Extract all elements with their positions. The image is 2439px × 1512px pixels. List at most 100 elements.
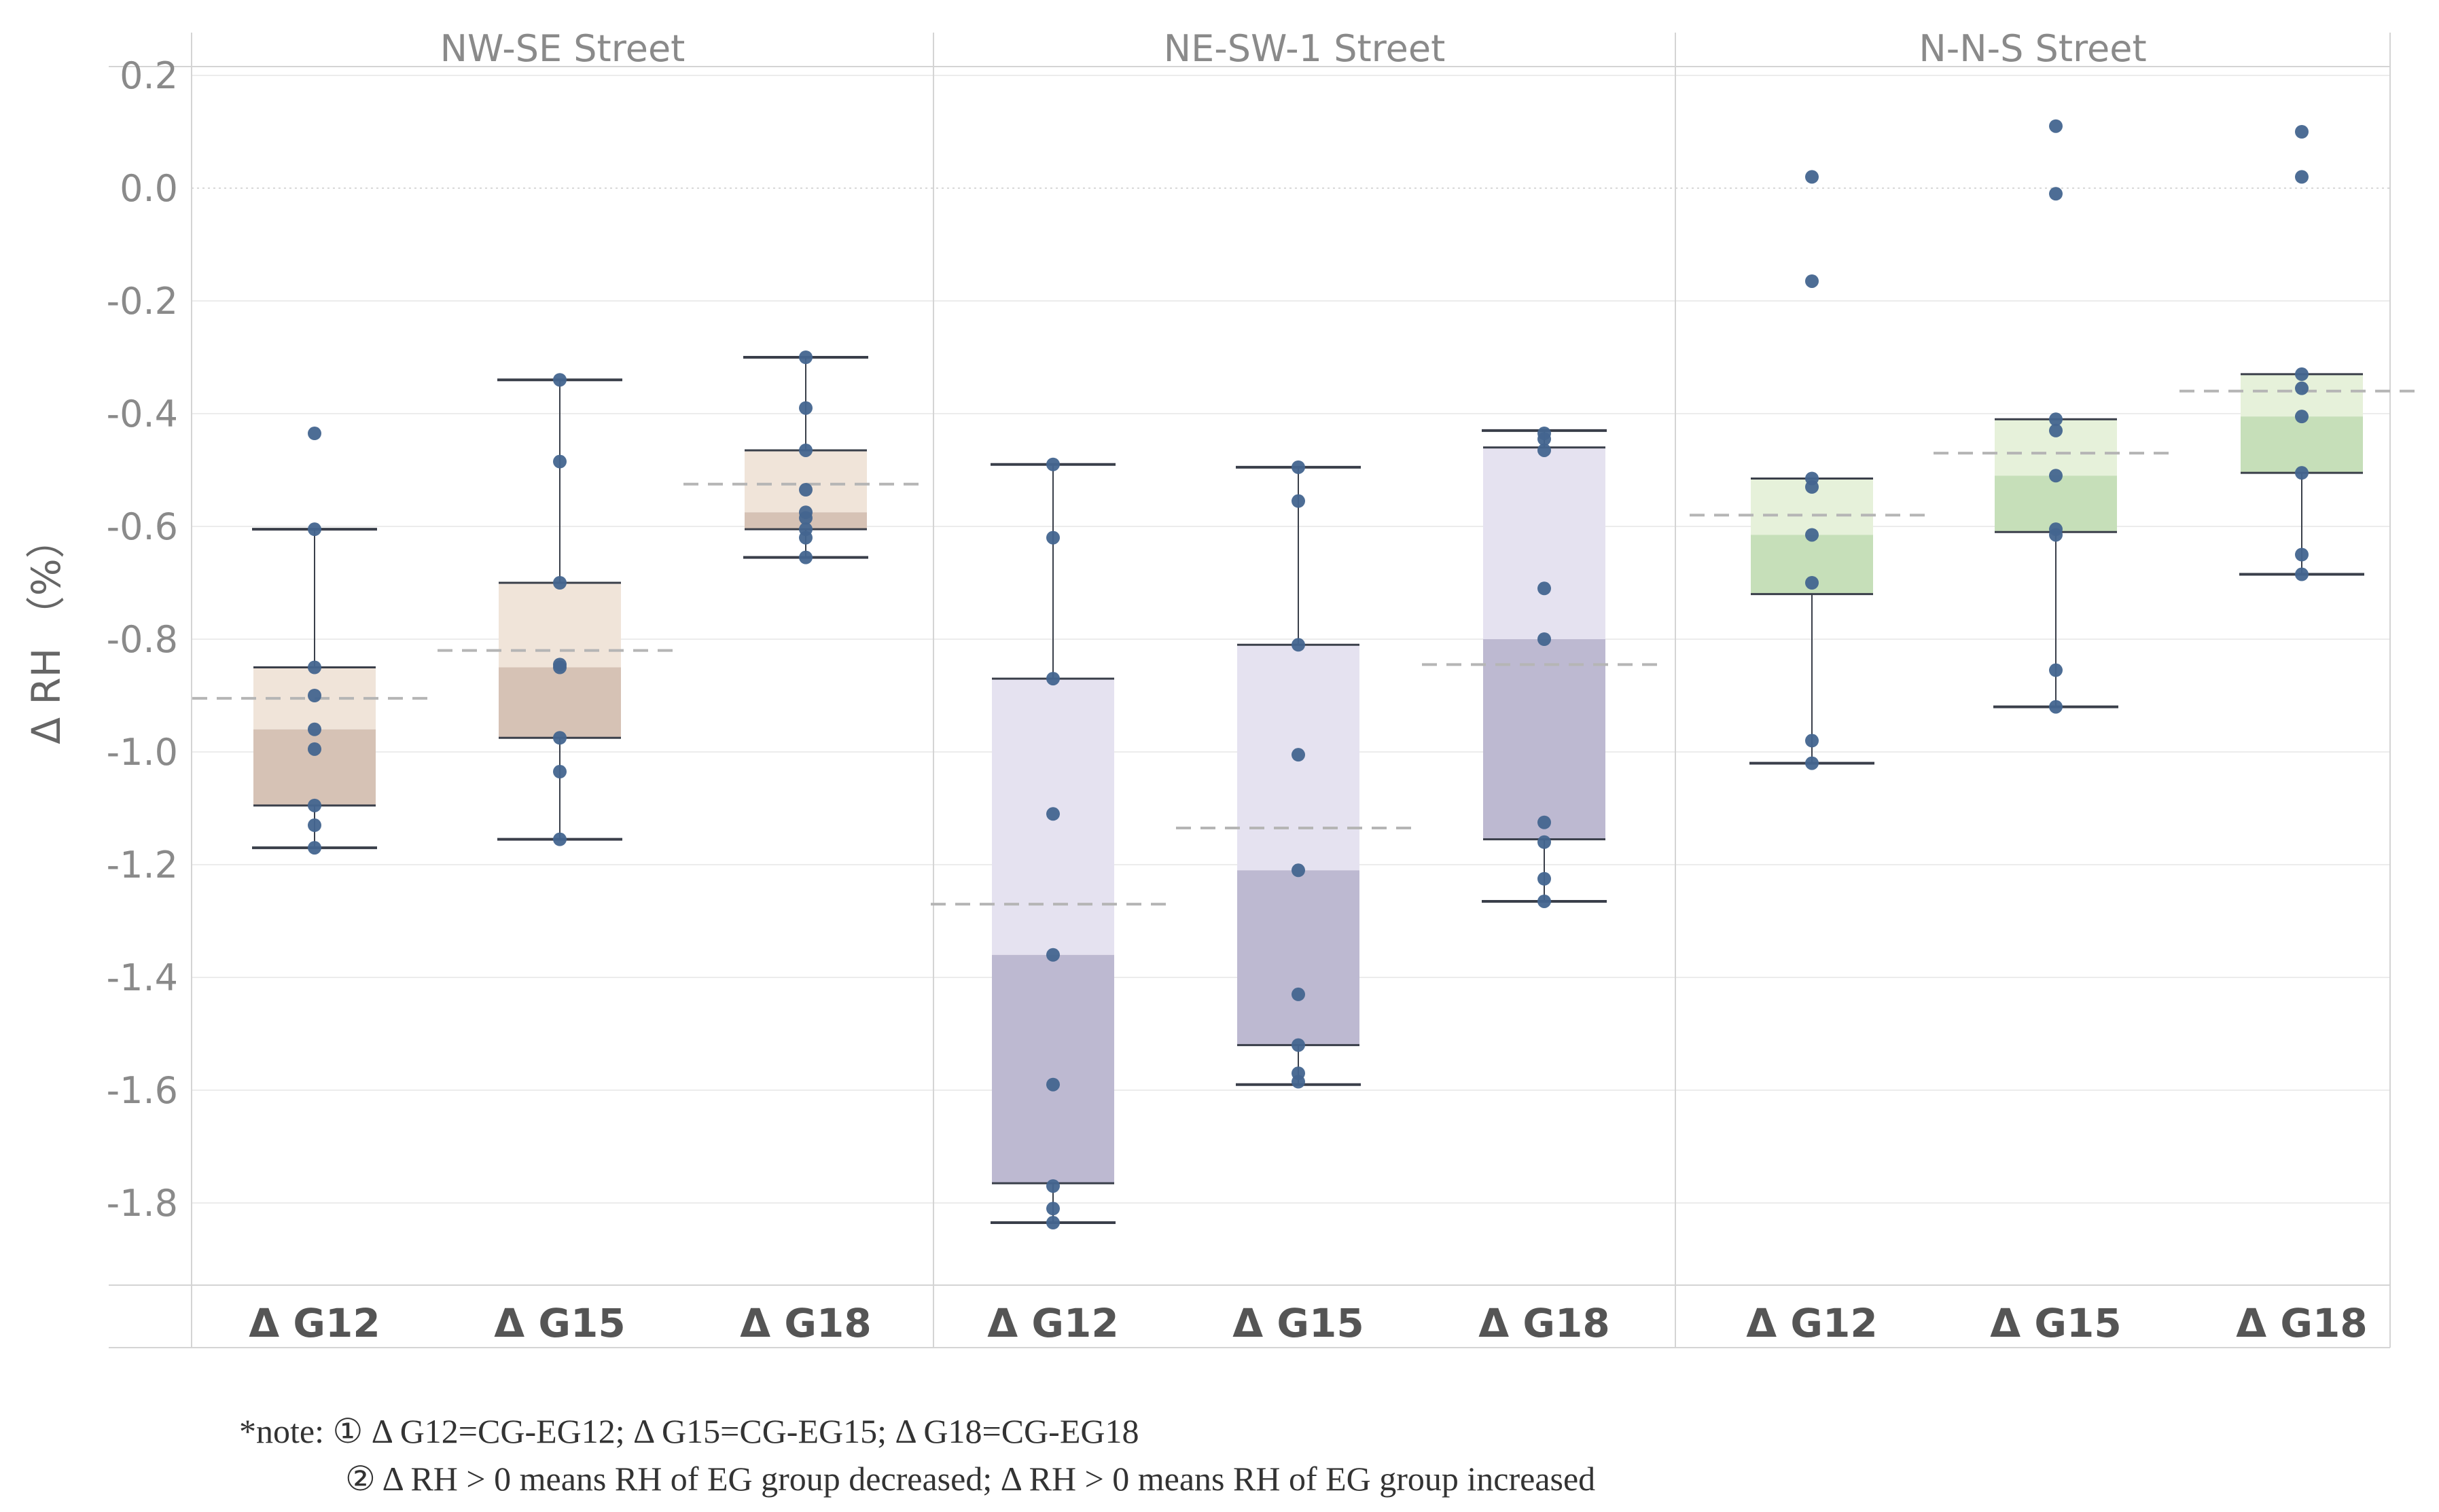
data-point <box>2295 410 2309 424</box>
box-lower <box>253 729 376 806</box>
panel-frame <box>109 33 2391 1348</box>
data-point <box>1292 460 1305 474</box>
data-point <box>1046 457 1060 471</box>
data-point <box>1292 987 1305 1001</box>
data-point <box>308 742 321 756</box>
data-point <box>1292 1038 1305 1052</box>
data-point <box>1805 756 1819 770</box>
data-point <box>799 401 813 415</box>
box-upper <box>499 583 621 668</box>
box-upper <box>2241 374 2363 417</box>
data-point <box>1537 894 1551 908</box>
data-point <box>1805 576 1819 590</box>
data-point <box>2295 381 2309 395</box>
data-point <box>1046 1216 1060 1230</box>
data-point <box>308 722 321 736</box>
data-point <box>1805 480 1819 494</box>
data-point <box>308 818 321 832</box>
data-point <box>308 660 321 674</box>
boxes <box>192 356 2424 1225</box>
panel-title: N-N-S Street <box>1919 27 2146 70</box>
x-tick-label: Δ G15 <box>494 1300 625 1346</box>
data-point <box>1292 863 1305 878</box>
data-point <box>2049 700 2063 714</box>
data-point <box>2295 125 2309 139</box>
data-point <box>799 443 813 457</box>
data-point <box>553 373 567 387</box>
x-tick-label: Δ G18 <box>1478 1300 1609 1346</box>
y-tick-label: -1.4 <box>107 956 178 999</box>
box-lower <box>1237 870 1359 1045</box>
data-point <box>2049 663 2063 677</box>
y-tick-label: 0.0 <box>120 167 178 210</box>
data-point <box>1292 494 1305 508</box>
x-tick-label: Δ G15 <box>1232 1300 1364 1346</box>
data-point <box>1292 1075 1305 1089</box>
data-point <box>553 832 567 846</box>
data-point <box>2049 187 2063 201</box>
data-point <box>2049 119 2063 133</box>
data-point <box>2295 170 2309 184</box>
panel-title: NW-SE Street <box>440 27 686 70</box>
box-lower <box>992 954 1114 1183</box>
data-point <box>1805 528 1819 542</box>
box-lower <box>2241 416 2363 473</box>
data-point <box>1046 1179 1060 1193</box>
data-point <box>553 765 567 779</box>
data-point <box>1046 672 1060 686</box>
data-point <box>1046 1202 1060 1216</box>
data-point <box>1537 432 1551 446</box>
data-point <box>1805 274 1819 288</box>
data-point <box>553 660 567 674</box>
data-points <box>308 119 2309 1230</box>
x-tick-label: Δ G15 <box>1990 1300 2121 1346</box>
y-tick-label: -0.4 <box>107 393 178 435</box>
data-point <box>553 454 567 469</box>
data-point <box>308 522 321 537</box>
data-point <box>1805 170 1819 184</box>
data-point <box>1046 948 1060 962</box>
y-tick-label: -0.6 <box>107 505 178 548</box>
x-tick-label: Δ G12 <box>249 1300 380 1346</box>
data-point <box>2295 547 2309 562</box>
data-point <box>1805 734 1819 748</box>
data-point <box>2049 469 2063 483</box>
data-point <box>1046 1077 1060 1092</box>
data-point <box>2295 567 2309 581</box>
x-tick-label: Δ G12 <box>987 1300 1118 1346</box>
y-axis-label: Δ RH （%） <box>23 519 69 744</box>
data-point <box>2295 367 2309 381</box>
data-point <box>799 530 813 545</box>
data-point <box>308 689 321 702</box>
data-point <box>2049 423 2063 437</box>
y-tick-label: -1.6 <box>107 1069 178 1112</box>
data-point <box>308 798 321 812</box>
box-upper <box>745 450 867 513</box>
data-point <box>2295 466 2309 480</box>
data-point <box>2049 412 2063 427</box>
box-lower <box>499 667 621 738</box>
y-tick-label: -1.2 <box>107 844 178 886</box>
y-tick-label: -1.8 <box>107 1182 178 1225</box>
data-point <box>1537 815 1551 829</box>
data-point <box>799 483 813 497</box>
data-point <box>1046 807 1060 821</box>
data-point <box>1537 443 1551 457</box>
y-tick-label: -0.2 <box>107 280 178 323</box>
labels: 0.2 0.0 -0.2 -0.4 -0.6 -0.8 -1.0 -1.2 -1.4 -1.6 -1… <box>107 27 2368 1346</box>
y-tick-label: 0.2 <box>120 54 178 97</box>
note-line-1: *note: ① Δ G12=CG-EG12; Δ G15=CG-EG15; Δ… <box>239 1412 1139 1450</box>
data-point <box>2049 528 2063 542</box>
data-point <box>1537 835 1551 849</box>
note-line-2: ② Δ RH > 0 means RH of EG group decrease… <box>345 1460 1596 1498</box>
data-point <box>1292 638 1305 652</box>
panel-title: NE-SW-1 Street <box>1164 27 1446 70</box>
data-point <box>799 550 813 564</box>
data-point <box>553 731 567 745</box>
data-point <box>799 511 813 525</box>
data-point <box>308 841 321 855</box>
data-point <box>799 350 813 364</box>
x-tick-label: Δ G18 <box>740 1300 871 1346</box>
data-point <box>1537 581 1551 596</box>
